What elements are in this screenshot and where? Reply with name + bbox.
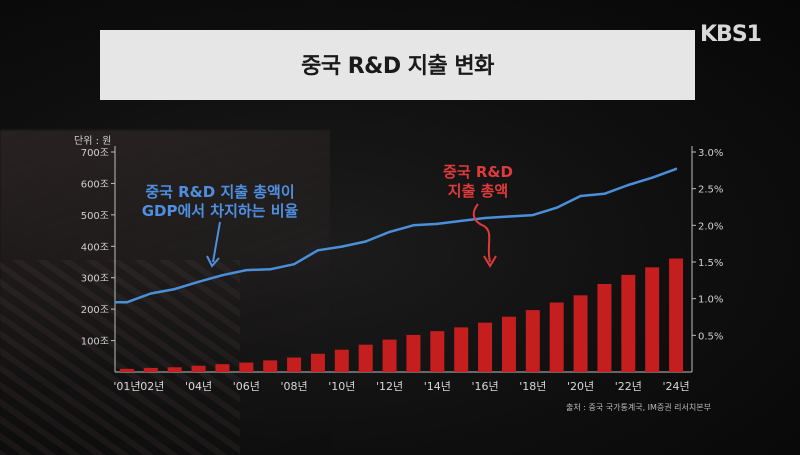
ratio-point-'14: [436, 222, 439, 226]
ratio-point-'20: [579, 194, 582, 198]
line-annotation-arrow: [212, 221, 221, 263]
background-texture-stripes: [0, 260, 240, 455]
ratio-point-'05: [221, 274, 224, 277]
bar-'03: [167, 367, 182, 372]
ratio-point-'02: [149, 292, 153, 295]
x-tick-label: '12년: [376, 380, 403, 393]
y-right-tick-label: 1.5%: [698, 258, 723, 269]
line-annotation-text: 중국 R&D 지출 총액이: [145, 183, 294, 201]
ratio-point-'07: [268, 268, 272, 271]
bar-'18: [525, 310, 540, 372]
bar-'20: [573, 295, 588, 372]
x-tick-label: '16년: [471, 380, 498, 393]
ratio-point-'09: [316, 249, 320, 252]
x-tick-label: '14년: [424, 380, 451, 393]
bar-'22: [621, 274, 636, 372]
source-note: 출처 : 중국 국가통계국, IM증권 리서치본부: [566, 403, 711, 412]
y-right-tick-label: 0.5%: [698, 331, 723, 342]
y-right-tick-label: 3.0%: [698, 148, 723, 159]
bar-'02: [143, 367, 158, 372]
ratio-point-'13: [412, 224, 415, 227]
x-tick-label: '01년: [113, 380, 140, 393]
bar-'15: [454, 327, 469, 372]
x-tick-label: '02년: [137, 380, 164, 393]
bar-'08: [287, 357, 302, 372]
x-tick-label: '22년: [615, 380, 642, 393]
bar-'09: [310, 353, 325, 372]
line-annotation-arrowhead: [206, 255, 220, 268]
ratio-point-'04: [197, 280, 200, 283]
background-texture: [0, 130, 330, 455]
bar-'16: [478, 322, 493, 372]
x-tick-label: '06년: [233, 380, 260, 393]
bar-'23: [645, 267, 660, 372]
y-right-tick-label: 2.5%: [698, 185, 723, 196]
ratio-point-'01: [125, 301, 129, 304]
bar-'05: [215, 364, 230, 372]
y-left-tick-label: 500조: [81, 211, 109, 222]
bar-annotation-text: 지출 총액: [448, 182, 508, 200]
y-left-tick-label: 100조: [81, 337, 109, 348]
y-left-tick-label: 300조: [81, 274, 109, 285]
bar-'10: [334, 349, 349, 372]
y-left-tick-label: 600조: [81, 179, 109, 190]
ratio-point-'12: [388, 230, 391, 234]
ratio-point-'17: [507, 215, 511, 218]
ratio-point-'10: [340, 245, 344, 248]
line-annotation-text: GDP에서 차지하는 비율: [142, 202, 299, 220]
ratio-point-'03: [173, 287, 176, 291]
bar-'06: [239, 362, 254, 372]
x-tick-label: '20년: [567, 380, 594, 393]
bar-'17: [501, 316, 516, 372]
y-left-tick-label: 200조: [81, 305, 109, 316]
bar-annotation-text: 중국 R&D: [443, 163, 513, 181]
x-tick-label: '08년: [280, 380, 307, 393]
ratio-point-'18: [531, 213, 535, 217]
ratio-point-'23: [650, 176, 654, 179]
ratio-point-'08: [292, 263, 296, 266]
ratio-point-'24: [674, 167, 678, 171]
y-right-tick-label: 2.0%: [698, 221, 723, 232]
title-panel: 중국 R&D 지출 변화: [100, 30, 695, 100]
y-left-tick-label: 700조: [81, 148, 109, 159]
bar-'13: [406, 334, 421, 372]
bar-annotation-arrowhead: [483, 255, 497, 268]
ratio-point-'16: [483, 216, 487, 220]
y-left-tick-label: 400조: [81, 242, 109, 253]
unit-label: 단위 : 원: [74, 136, 112, 147]
broadcaster-logo: KBS1: [700, 22, 762, 47]
ratio-point-'15: [459, 219, 463, 223]
ratio-point-'21: [603, 192, 606, 195]
ratio-point-'19: [555, 206, 558, 209]
bar-'24: [669, 258, 684, 372]
bar-'19: [549, 302, 564, 372]
bar-annotation-arrow: [472, 203, 491, 263]
x-tick-label: '04년: [185, 380, 212, 393]
bar-'21: [597, 284, 612, 372]
bar-'01: [119, 368, 134, 372]
bar-'12: [382, 339, 397, 372]
bar-'04: [191, 365, 206, 372]
chart-title: 중국 R&D 지출 변화: [301, 54, 494, 79]
ratio-point-'06: [245, 268, 248, 272]
ratio-point-'22: [627, 183, 630, 187]
x-tick-label: '18년: [519, 380, 546, 393]
bar-'07: [263, 360, 278, 372]
x-tick-label: '24년: [662, 380, 689, 393]
ratio-point-'11: [364, 240, 367, 243]
bar-'14: [430, 331, 445, 372]
x-tick-label: '10년: [328, 380, 355, 393]
y-right-tick-label: 1.0%: [698, 295, 723, 306]
bar-'11: [358, 344, 373, 372]
